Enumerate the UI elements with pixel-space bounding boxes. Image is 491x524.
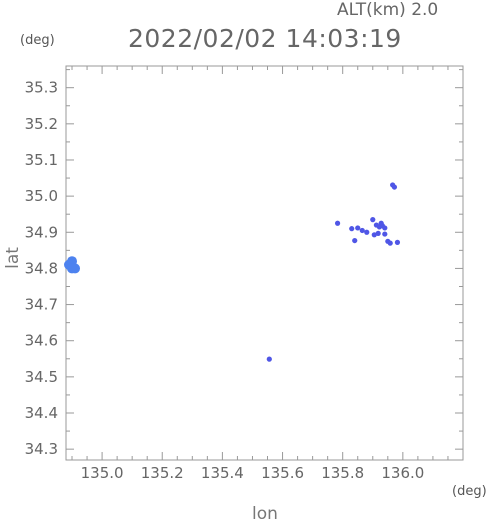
data-point <box>387 240 393 246</box>
plot-frame <box>65 65 464 461</box>
y-tick-label: 34.5 <box>25 368 58 386</box>
data-point <box>371 232 377 238</box>
data-point <box>355 225 361 231</box>
data-point <box>382 225 388 231</box>
data-point <box>352 237 358 244</box>
y-tick-label: 34.3 <box>25 440 58 458</box>
y-tick-label: 35.2 <box>25 115 58 133</box>
data-point <box>375 230 381 236</box>
data-point <box>334 220 341 226</box>
y-tick-label: 34.6 <box>25 332 58 350</box>
data-point <box>67 263 78 274</box>
y-tick-label: 34.8 <box>25 259 58 277</box>
x-tick-label: 135.2 <box>141 464 184 482</box>
data-point <box>394 239 401 245</box>
chart-title: 2022/02/02 14:03:19 <box>128 24 402 53</box>
axis-ticks: 135.0 135.2 135.4 135.6 135.8 136.0 34.3 34.4 34… <box>25 66 464 482</box>
x-tick-label: 136.0 <box>381 464 424 482</box>
x-axis-label: lon <box>252 504 278 524</box>
y-tick-label: 35.0 <box>25 187 58 205</box>
y-tick-label: 34.9 <box>25 223 58 241</box>
data-point <box>370 217 376 223</box>
x-tick-label: 135.4 <box>201 464 244 482</box>
x-tick-label: 135.6 <box>261 464 304 482</box>
data-point <box>364 229 370 235</box>
data-point <box>359 227 365 234</box>
y-tick-label: 34.4 <box>25 404 58 422</box>
y-tick-label: 35.1 <box>25 151 58 169</box>
y-tick-label: 35.3 <box>25 79 58 97</box>
x-tick-label: 135.0 <box>81 464 124 482</box>
x-tick-label: 135.8 <box>321 464 364 482</box>
data-point <box>266 356 272 362</box>
data-points <box>64 182 401 362</box>
y-tick-label: 34.7 <box>25 296 58 314</box>
data-point <box>382 231 388 237</box>
altitude-label: ALT(km) 2.0 <box>337 0 439 20</box>
data-point <box>391 184 398 190</box>
x-axis-unit: (deg) <box>452 484 487 499</box>
data-point <box>349 226 355 232</box>
y-axis-unit: (deg) <box>20 33 55 48</box>
data-point <box>378 220 384 226</box>
